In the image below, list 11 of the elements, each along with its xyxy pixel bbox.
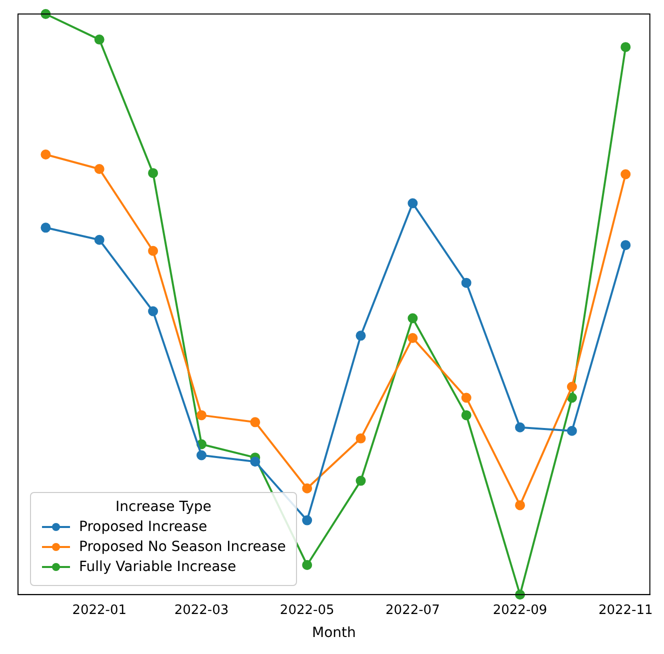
x-tick-label: 2022-05 <box>280 602 334 618</box>
x-tick-label: 2022-01 <box>72 602 127 618</box>
x-tick-label: 2022-09 <box>492 602 548 618</box>
x-axis-title: Month <box>312 625 356 642</box>
legend-label: Proposed Increase <box>79 519 208 535</box>
x-tick-label: 2022-03 <box>174 602 229 618</box>
legend-title: Increase Type <box>114 499 212 515</box>
x-tick-label: 2022-11 <box>598 602 653 618</box>
x-tick-label: 2022-07 <box>386 602 440 618</box>
legend-label: Proposed No Season Increase <box>79 539 286 555</box>
legend-label: Fully Variable Increase <box>79 559 236 575</box>
